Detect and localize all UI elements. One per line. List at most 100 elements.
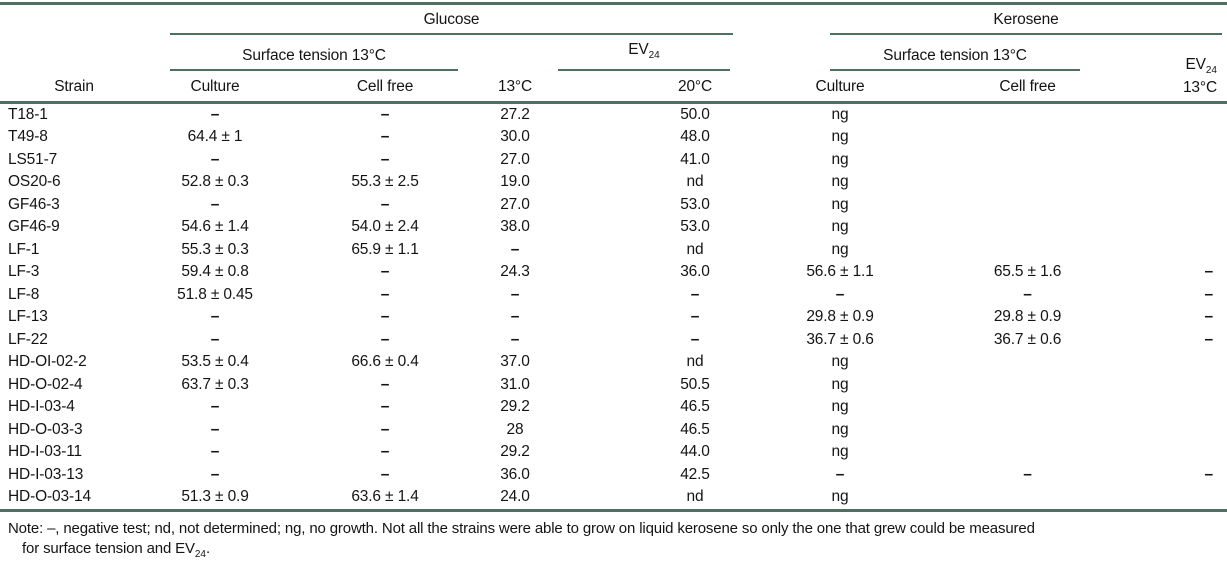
cell-ev24-20c: 44.0: [680, 443, 710, 461]
cell-kerosene-cell-free: [890, 102, 1135, 126]
cell-glucose-culture: –: [210, 420, 220, 438]
cell-ev24-13c: 27.0: [500, 150, 530, 168]
cell-ev24-13c: 19.0: [500, 173, 530, 191]
cell-kerosene-culture: ng: [831, 375, 849, 393]
cell-kerosene-culture: 36.7 ± 0.6: [806, 330, 874, 348]
cell-glucose-cell-free: –: [380, 375, 390, 393]
cell-kerosene-ev24-13c: [1135, 396, 1227, 419]
cell-strain: HD-O-03-14: [0, 486, 140, 512]
table-row: LF-1 55.3 ± 0.3 65.9 ± 1.1 – nd ng: [0, 239, 1227, 262]
cell-glucose-culture: –: [210, 465, 220, 483]
col-header-ev24-20c: 20°C: [550, 71, 790, 104]
col-header-kerosene-culture: Culture: [790, 71, 890, 104]
kerosene-surface-tension-label: Surface tension 13°C: [830, 46, 1080, 72]
cell-kerosene-cell-free: [890, 239, 1135, 262]
cell-ev24-13c: 24.0: [480, 486, 550, 512]
cell-strain: T49-8: [8, 128, 48, 146]
cell-strain: LF-22: [8, 330, 48, 348]
subgroup-header-spacer: [0, 35, 140, 71]
cell-ev24-13c: –: [510, 240, 520, 258]
table-row: HD-O-02-4 63.7 ± 0.3 – 31.0 50.5 ng: [0, 374, 1227, 397]
cell-kerosene-ev24-13c: [1135, 126, 1227, 149]
cell-kerosene-cell-free: [890, 216, 1135, 239]
cell-kerosene-ev24-13c: [1135, 374, 1227, 397]
cell-kerosene-culture: ng: [831, 443, 849, 461]
table-row: LF-13 – – – – 29.8 ± 0.9 29.8 ± 0.9 –: [0, 306, 1227, 329]
cell-strain: LF-3: [8, 263, 40, 281]
cell-glucose-culture: 51.8 ± 0.45: [177, 285, 253, 303]
cell-ev24-13c: 28: [506, 420, 524, 438]
cell-glucose-culture: 54.6 ± 1.4: [181, 218, 249, 236]
cell-kerosene-culture: ng: [831, 240, 849, 258]
cell-ev24-13c: 24.3: [500, 263, 530, 281]
cell-glucose-cell-free: 63.6 ± 1.4: [290, 486, 480, 512]
kerosene-group-label: Kerosene: [830, 10, 1222, 35]
subheader-ev24-glucose: EV24: [480, 35, 790, 72]
table-row: HD-I-03-13 – – 36.0 42.5 – – –: [0, 464, 1227, 487]
cell-kerosene-culture: ng: [831, 150, 849, 168]
cell-glucose-cell-free: –: [380, 330, 390, 348]
cell-strain: GF46-9: [8, 218, 60, 236]
cell-strain: HD-O-03-3: [8, 420, 83, 438]
cell-strain: LF-8: [8, 285, 40, 303]
cell-ev24-13c: –: [510, 285, 520, 303]
cell-strain: HD-OI-02-2: [8, 353, 87, 371]
cell-glucose-culture: –: [210, 308, 220, 326]
cell-kerosene-ev24-13c: [1135, 351, 1227, 374]
cell-glucose-culture: –: [210, 105, 220, 123]
group-header-spacer: [0, 2, 140, 35]
cell-kerosene-cell-free: –: [1023, 285, 1032, 303]
cell-kerosene-culture: –: [835, 465, 845, 483]
cell-ev24-13c: 30.0: [500, 128, 530, 146]
cell-kerosene-ev24-13c: [1135, 441, 1227, 464]
cell-strain: OS20-6: [8, 173, 61, 191]
cell-kerosene-culture: ng: [831, 195, 849, 213]
cell-strain: LF-1: [8, 240, 40, 258]
cell-strain: GF46-3: [8, 195, 60, 213]
table-row: T49-8 64.4 ± 1 – 30.0 48.0 ng: [0, 126, 1227, 149]
cell-kerosene-culture: ng: [831, 398, 849, 416]
cell-strain: T18-1: [8, 105, 48, 123]
cell-kerosene-culture: –: [835, 285, 845, 303]
cell-ev24-13c: –: [510, 330, 520, 348]
cell-glucose-culture: 51.3 ± 0.9: [140, 486, 290, 512]
strain-measurements-table: Glucose Kerosene Surface tension 13°C EV…: [0, 2, 1227, 512]
cell-glucose-cell-free: –: [380, 150, 390, 168]
cell-ev24-20c: nd: [686, 240, 704, 258]
col-header-glucose-culture: Culture: [140, 71, 290, 104]
cell-ev24-20c: 48.0: [680, 128, 710, 146]
cell-ev24-13c: 29.2: [500, 443, 530, 461]
cell-ev24-13c: 27.0: [500, 195, 530, 213]
cell-strain: LS51-7: [8, 150, 58, 168]
kerosene-ev24-temp-label: 13°C: [1182, 78, 1217, 96]
cell-kerosene-ev24-13c: –: [1204, 263, 1214, 281]
table-row: HD-OI-02-2 53.5 ± 0.4 66.6 ± 0.4 37.0 nd…: [0, 351, 1227, 374]
group-header-glucose: Glucose: [140, 2, 790, 35]
table-body: T18-1 – – 27.2 50.0 ng T49-8 64.4 ± 1 – …: [0, 102, 1227, 512]
col-header-ev24-13c: 13°C: [480, 71, 550, 104]
column-header-row: Strain Culture Cell free 13°C 20°C Cultu…: [0, 71, 1227, 104]
cell-glucose-culture: 53.5 ± 0.4: [181, 353, 249, 371]
group-header-row: Glucose Kerosene: [0, 2, 1227, 35]
cell-kerosene-cell-free: 29.8 ± 0.9: [993, 308, 1062, 326]
cell-kerosene-ev24-13c: [1135, 102, 1227, 126]
cell-ev24-13c: 31.0: [500, 375, 530, 393]
cell-glucose-culture: –: [210, 150, 220, 168]
table-row: GF46-3 – – 27.0 53.0 ng: [0, 194, 1227, 217]
subgroup-header-row: Surface tension 13°C EV24 Surface tensio…: [0, 35, 1227, 104]
cell-kerosene-cell-free: 36.7 ± 0.6: [993, 330, 1062, 348]
cell-glucose-cell-free: 54.0 ± 2.4: [351, 218, 419, 236]
cell-kerosene-cell-free: [890, 419, 1135, 442]
cell-ev24-13c: 38.0: [500, 218, 530, 236]
kerosene-ev24-label: EV24: [1185, 55, 1217, 76]
cell-kerosene-ev24-13c: –: [1204, 285, 1214, 303]
table-row: GF46-9 54.6 ± 1.4 54.0 ± 2.4 38.0 53.0 n…: [0, 216, 1227, 239]
table-row: LF-8 51.8 ± 0.45 – – – – – –: [0, 284, 1227, 307]
cell-kerosene-cell-free: [890, 149, 1135, 172]
cell-kerosene-ev24-13c: –: [1204, 465, 1214, 483]
cell-kerosene-ev24-13c: [1135, 216, 1227, 239]
cell-ev24-13c: 27.2: [500, 105, 530, 123]
cell-strain: HD-O-02-4: [8, 375, 83, 393]
cell-kerosene-culture: ng: [831, 173, 849, 191]
